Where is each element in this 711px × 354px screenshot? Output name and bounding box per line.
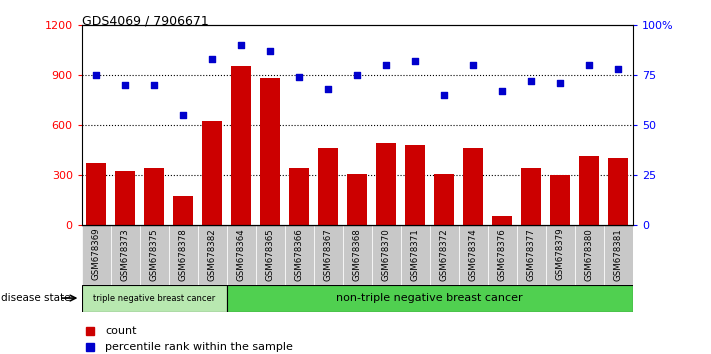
- Point: [149, 82, 160, 88]
- Bar: [256, 225, 285, 285]
- Point: [235, 42, 247, 48]
- Bar: [546, 225, 574, 285]
- Bar: [521, 168, 542, 225]
- Text: GSM678368: GSM678368: [353, 228, 362, 281]
- Point: [352, 72, 363, 78]
- Bar: [82, 225, 111, 285]
- Bar: [86, 163, 107, 225]
- Bar: [488, 225, 517, 285]
- Bar: [608, 158, 629, 225]
- Bar: [289, 168, 309, 225]
- Text: triple negative breast cancer: triple negative breast cancer: [93, 294, 215, 303]
- Point: [207, 56, 218, 62]
- Text: GSM678380: GSM678380: [584, 228, 594, 281]
- Bar: [604, 225, 633, 285]
- Point: [90, 72, 102, 78]
- Bar: [434, 174, 454, 225]
- Text: GSM678367: GSM678367: [324, 228, 333, 281]
- Bar: [144, 168, 164, 225]
- Bar: [550, 175, 570, 225]
- Point: [525, 78, 537, 84]
- Point: [613, 66, 624, 72]
- Point: [323, 86, 334, 92]
- Text: GDS4069 / 7906671: GDS4069 / 7906671: [82, 14, 208, 27]
- Point: [380, 62, 392, 68]
- Bar: [82, 285, 227, 312]
- Bar: [579, 156, 599, 225]
- Point: [178, 112, 189, 118]
- Bar: [459, 225, 488, 285]
- Text: GSM678373: GSM678373: [121, 228, 130, 281]
- Bar: [314, 225, 343, 285]
- Bar: [227, 225, 256, 285]
- Text: count: count: [105, 326, 137, 336]
- Bar: [318, 148, 338, 225]
- Bar: [429, 225, 459, 285]
- Bar: [198, 225, 227, 285]
- Bar: [347, 174, 368, 225]
- Point: [584, 62, 595, 68]
- Point: [410, 58, 421, 64]
- Text: GSM678371: GSM678371: [411, 228, 419, 281]
- Bar: [285, 225, 314, 285]
- Text: GSM678376: GSM678376: [498, 228, 507, 281]
- Bar: [111, 225, 140, 285]
- Text: GSM678375: GSM678375: [150, 228, 159, 281]
- Text: non-triple negative breast cancer: non-triple negative breast cancer: [336, 293, 523, 303]
- Text: GSM678365: GSM678365: [266, 228, 274, 281]
- Text: GSM678372: GSM678372: [440, 228, 449, 281]
- Bar: [405, 145, 425, 225]
- Bar: [227, 285, 633, 312]
- Point: [496, 88, 508, 93]
- Bar: [376, 143, 397, 225]
- Bar: [574, 225, 604, 285]
- Text: GSM678379: GSM678379: [556, 228, 565, 280]
- Text: GSM678377: GSM678377: [527, 228, 536, 281]
- Text: GSM678364: GSM678364: [237, 228, 246, 281]
- Text: GSM678378: GSM678378: [178, 228, 188, 281]
- Text: GSM678374: GSM678374: [469, 228, 478, 281]
- Bar: [401, 225, 429, 285]
- Text: GSM678366: GSM678366: [295, 228, 304, 281]
- Point: [119, 82, 131, 88]
- Text: percentile rank within the sample: percentile rank within the sample: [105, 342, 293, 352]
- Bar: [140, 225, 169, 285]
- Bar: [492, 216, 513, 225]
- Bar: [260, 78, 280, 225]
- Bar: [343, 225, 372, 285]
- Text: GSM678369: GSM678369: [92, 228, 101, 280]
- Bar: [372, 225, 401, 285]
- Text: disease state: disease state: [1, 293, 70, 303]
- Text: GSM678381: GSM678381: [614, 228, 623, 281]
- Bar: [173, 196, 193, 225]
- Point: [439, 92, 450, 98]
- Bar: [202, 121, 223, 225]
- Bar: [231, 67, 252, 225]
- Point: [264, 48, 276, 53]
- Point: [555, 80, 566, 86]
- Text: GSM678370: GSM678370: [382, 228, 391, 281]
- Bar: [169, 225, 198, 285]
- Bar: [463, 148, 483, 225]
- Point: [294, 74, 305, 80]
- Text: GSM678382: GSM678382: [208, 228, 217, 281]
- Bar: [517, 225, 546, 285]
- Bar: [115, 171, 135, 225]
- Point: [468, 62, 479, 68]
